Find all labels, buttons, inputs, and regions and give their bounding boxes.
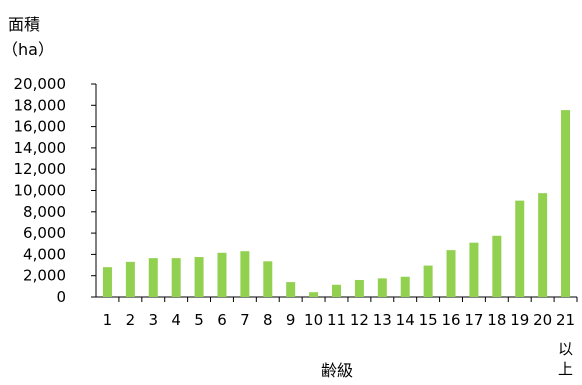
y-axis-unit: （ha）: [2, 40, 54, 59]
y-tick-label: 18,000: [14, 96, 67, 114]
x-tick-label: 8: [263, 311, 273, 329]
bar-21: [561, 110, 571, 297]
y-axis-label: 面積: [8, 15, 40, 34]
x-tick-label: 11: [327, 311, 346, 329]
y-tick-label: 16,000: [14, 118, 67, 136]
bar-10: [309, 292, 319, 297]
bar-19: [515, 200, 525, 297]
bar-20: [538, 193, 548, 297]
x-tick-label: 3: [148, 311, 158, 329]
x-tick-label: 10: [304, 311, 323, 329]
bar-13: [377, 278, 387, 297]
y-tick-label: 2,000: [23, 267, 66, 285]
x-tick-label: 6: [217, 311, 227, 329]
y-tick-label: 4,000: [23, 245, 66, 263]
x-tick-label: 18: [487, 311, 506, 329]
bar-1: [102, 267, 112, 297]
bar-5: [194, 257, 204, 297]
x-tick-label: 17: [464, 311, 483, 329]
bar-6: [217, 252, 227, 297]
bar-14: [400, 276, 410, 297]
x-tick-label: 19: [510, 311, 529, 329]
bar-16: [446, 250, 456, 297]
y-tick-label: 0: [56, 288, 66, 306]
x-tick-label: 20: [533, 311, 552, 329]
x-tick-label: 4: [171, 311, 181, 329]
x-tick-label: 1: [103, 311, 113, 329]
bar-3: [148, 258, 158, 297]
y-tick-label: 12,000: [14, 160, 67, 178]
y-tick-label: 6,000: [23, 224, 66, 242]
bar-18: [492, 235, 502, 297]
x-tick-label: 2: [126, 311, 136, 329]
x-axis-label: 齢級: [321, 361, 353, 380]
x-tick-label: 14: [396, 311, 415, 329]
x-tick-label: 13: [373, 311, 392, 329]
bar-17: [469, 242, 479, 297]
x-tick-label: 7: [240, 311, 250, 329]
y-tick-label: 20,000: [14, 75, 67, 93]
bar-8: [263, 261, 273, 297]
x-tick-label: 12: [350, 311, 369, 329]
x-tick-label: 5: [194, 311, 204, 329]
bar-4: [171, 258, 181, 297]
x-tick-label: 16: [441, 311, 460, 329]
y-tick-label: 8,000: [23, 203, 66, 221]
y-tick-label: 10,000: [14, 182, 67, 200]
x-tick-label: 15: [419, 311, 438, 329]
x-tick-label: 21: [556, 311, 575, 329]
bar-15: [423, 265, 433, 297]
x-tick-suffix: 上: [558, 360, 573, 378]
y-tick-label: 14,000: [14, 139, 67, 157]
bar-2: [125, 261, 135, 297]
bar-7: [240, 251, 250, 297]
bar-12: [354, 279, 364, 297]
x-tick-suffix: 以: [558, 340, 573, 358]
bar-9: [286, 282, 296, 297]
bar-11: [332, 284, 341, 297]
x-tick-label: 9: [286, 311, 296, 329]
